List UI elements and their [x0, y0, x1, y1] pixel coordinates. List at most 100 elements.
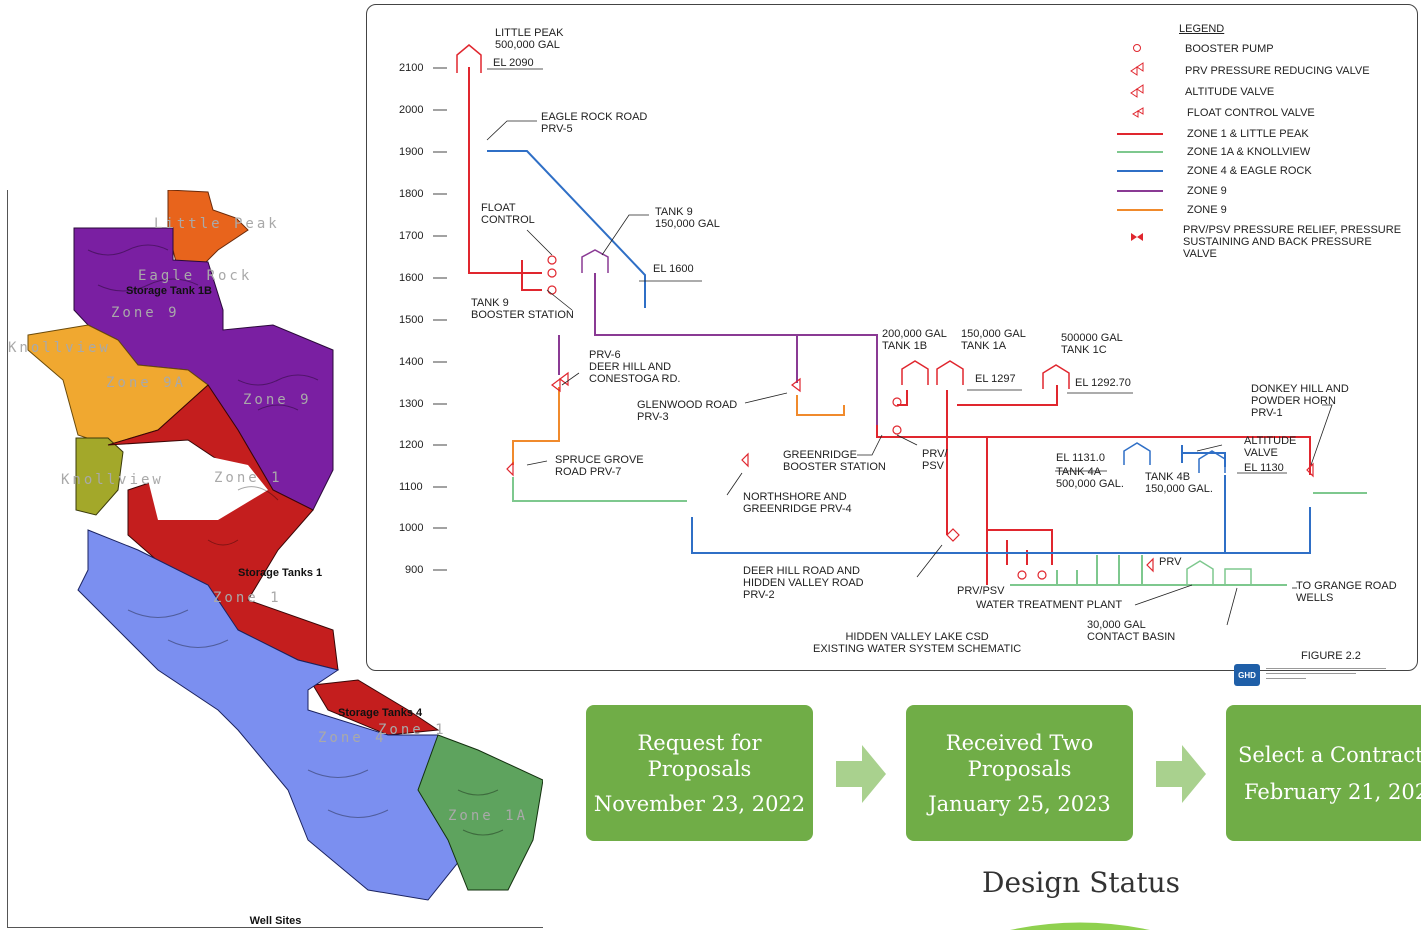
label-eagle-rock-prv5: EAGLE ROCK ROAD PRV-5	[541, 111, 648, 135]
map-label-eagle-rock: Eagle Rock	[138, 268, 253, 284]
zone-map-graphic	[27, 190, 543, 901]
legend-prv-psv: PRV/PSV PRESSURE RELIEF, PRESSURE SUSTAI…	[1183, 224, 1402, 260]
green-tanks	[1186, 560, 1252, 586]
label-deer-hill-prv2: DEER HILL ROAD AND HIDDEN VALLEY ROAD PR…	[743, 565, 864, 601]
label-northshore-prv4: NORTHSHORE AND GREENRIDGE PRV-4	[743, 491, 852, 515]
street-texture	[87, 244, 504, 836]
label-tank-1b: 200,000 GAL TANK 1B	[882, 328, 947, 352]
label-tank-9: TANK 9 150,000 GAL	[655, 206, 720, 230]
step-2-date: January 25, 2023	[928, 792, 1111, 816]
label-el-1600: EL 1600	[653, 263, 694, 275]
label-water-treatment-plant: WATER TREATMENT PLANT	[976, 599, 1123, 611]
map-label-knollview-north: Knollview	[8, 340, 111, 356]
map-label-storage-tanks-4: Storage Tanks 4	[338, 707, 423, 719]
elevation-1800: 1800	[399, 188, 424, 200]
map-label-zone-1-south: Zone 1	[213, 590, 282, 606]
ghd-address-line-2	[1266, 673, 1356, 674]
step-1-date: November 23, 2022	[593, 792, 806, 816]
zone-9-purple-pipes	[558, 273, 878, 425]
elevation-2100: 2100	[399, 62, 424, 74]
elevation-2000: 2000	[399, 104, 424, 116]
map-label-knollview: Knollview	[61, 472, 164, 488]
map-label-zone-4: Zone 4	[318, 730, 387, 746]
label-el-2090: EL 2090	[493, 57, 534, 69]
tank-9	[581, 249, 609, 273]
label-tank-4a: TANK 4A 500,000 GAL.	[1056, 466, 1124, 490]
legend-symbols	[1117, 44, 1163, 241]
blue-tanks	[1123, 442, 1226, 473]
label-float-control: FLOAT CONTROL	[481, 202, 535, 226]
elevation-1000: 1000	[399, 522, 424, 534]
elevation-1700: 1700	[399, 230, 424, 242]
label-grange-road-wells: TO GRANGE ROAD WELLS	[1296, 580, 1397, 604]
label-tank-1a: 150,000 GAL TANK 1A	[961, 328, 1026, 352]
design-status-heading: Design Status	[982, 866, 1180, 899]
step-3-date: February 21, 2023	[1244, 780, 1421, 804]
label-altitude-valve: ALTITUDE VALVE	[1244, 435, 1297, 459]
knollview-area	[75, 437, 124, 516]
elevation-1500: 1500	[399, 314, 424, 326]
elevation-1900: 1900	[399, 146, 424, 158]
map-label-little-peak: Little Peak	[154, 216, 280, 232]
elevation-900: 900	[405, 564, 424, 576]
map-label-storage-tank-1b: Storage Tank 1B	[126, 285, 212, 297]
elevation-1100: 1100	[399, 481, 423, 493]
elevation-1200: 1200	[399, 439, 424, 451]
figure-number: FIGURE 2.2	[1301, 650, 1361, 662]
legend-title: LEGEND	[1179, 23, 1225, 35]
elevation-ticks	[433, 67, 447, 571]
legend-altitude-valve: ALTITUDE VALVE	[1185, 86, 1275, 98]
legend-zone-1a: ZONE 1A & KNOLLVIEW	[1187, 146, 1311, 158]
step-received-proposals: Received Two Proposals January 25, 2023	[906, 705, 1133, 841]
map-caption: Well Sites	[249, 915, 302, 927]
ghd-address-line-3	[1266, 678, 1306, 679]
lake-area	[148, 450, 268, 520]
step-select-contractor: Select a Contractor February 21, 2023	[1226, 705, 1421, 841]
zone-9-orange-pipes	[512, 387, 845, 465]
legend-zone-9-orange: ZONE 9	[1187, 204, 1227, 216]
label-contact-basin: 30,000 GAL CONTACT BASIN	[1087, 619, 1176, 643]
label-donkey-hill-prv1: DONKEY HILL AND POWDER HORN PRV-1	[1251, 383, 1349, 419]
label-el-1131: EL 1131.0	[1056, 452, 1105, 464]
map-label-zone-1a: Zone 1A	[448, 808, 529, 824]
schematic-title: HIDDEN VALLEY LAKE CSD EXISTING WATER SY…	[813, 631, 1022, 655]
ghd-logo-badge: GHD	[1234, 664, 1260, 686]
design-status-arc	[1010, 922, 1150, 930]
leader-lines	[486, 68, 1333, 626]
zone-1a-area	[417, 734, 543, 891]
elevation-1300: 1300	[399, 398, 424, 410]
legend-prv: PRV PRESSURE REDUCING VALVE	[1185, 65, 1370, 77]
label-spruce-grove-prv7: SPRUCE GROVE ROAD PRV-7	[555, 454, 644, 478]
map-label-zone-9-north: Zone 9	[111, 305, 180, 321]
legend-zone-1: ZONE 1 & LITTLE PEAK	[1187, 128, 1309, 140]
label-tank-1c: 500000 GAL TANK 1C	[1061, 332, 1123, 356]
legend-zone-4: ZONE 4 & EAGLE ROCK	[1187, 165, 1312, 177]
step-2-title-text: Received Two Proposals	[945, 731, 1094, 781]
elevation-1600: 1600	[399, 272, 424, 284]
map-label-zone-1-north: Zone 1	[214, 470, 283, 486]
step-arrow-2	[1156, 745, 1206, 803]
valve-symbols	[506, 255, 1314, 580]
label-greenridge-booster: GREENRIDGE BOOSTER STATION	[783, 449, 886, 473]
label-tank-4b: TANK 4B 150,000 GAL.	[1145, 471, 1213, 495]
red-tanks	[456, 44, 1070, 389]
label-prv-psv: PRV/ PSV	[922, 448, 948, 472]
elevation-1400: 1400	[399, 356, 424, 368]
step-2-title: Received Two Proposals	[946, 730, 1093, 782]
label-little-peak: LITTLE PEAK 500,000 GAL	[495, 27, 564, 51]
label-prv-psv-2: PRV/PSV	[957, 585, 1005, 597]
label-el-1130: EL 1130	[1244, 462, 1284, 474]
schematic-pipes	[433, 44, 1367, 626]
legend-zone-9-purple: ZONE 9	[1187, 185, 1227, 197]
step-1-title-text: Request for Proposals	[637, 731, 762, 781]
map-label-zone-9-east: Zone 9	[243, 392, 312, 408]
label-glenwood-prv3: GLENWOOD ROAD PRV-3	[637, 399, 738, 423]
legend-float-control: FLOAT CONTROL VALVE	[1187, 107, 1315, 119]
label-prv: PRV	[1159, 556, 1182, 568]
ghd-address-line-1	[1266, 668, 1386, 669]
step-1-title: Request for Proposals	[638, 730, 762, 782]
zone-1-south-area	[312, 679, 440, 736]
label-el-1297: EL 1297	[975, 373, 1016, 385]
label-el-1292: EL 1292.70	[1075, 377, 1131, 389]
map-label-zone-9a: Zone 9A	[106, 375, 187, 391]
